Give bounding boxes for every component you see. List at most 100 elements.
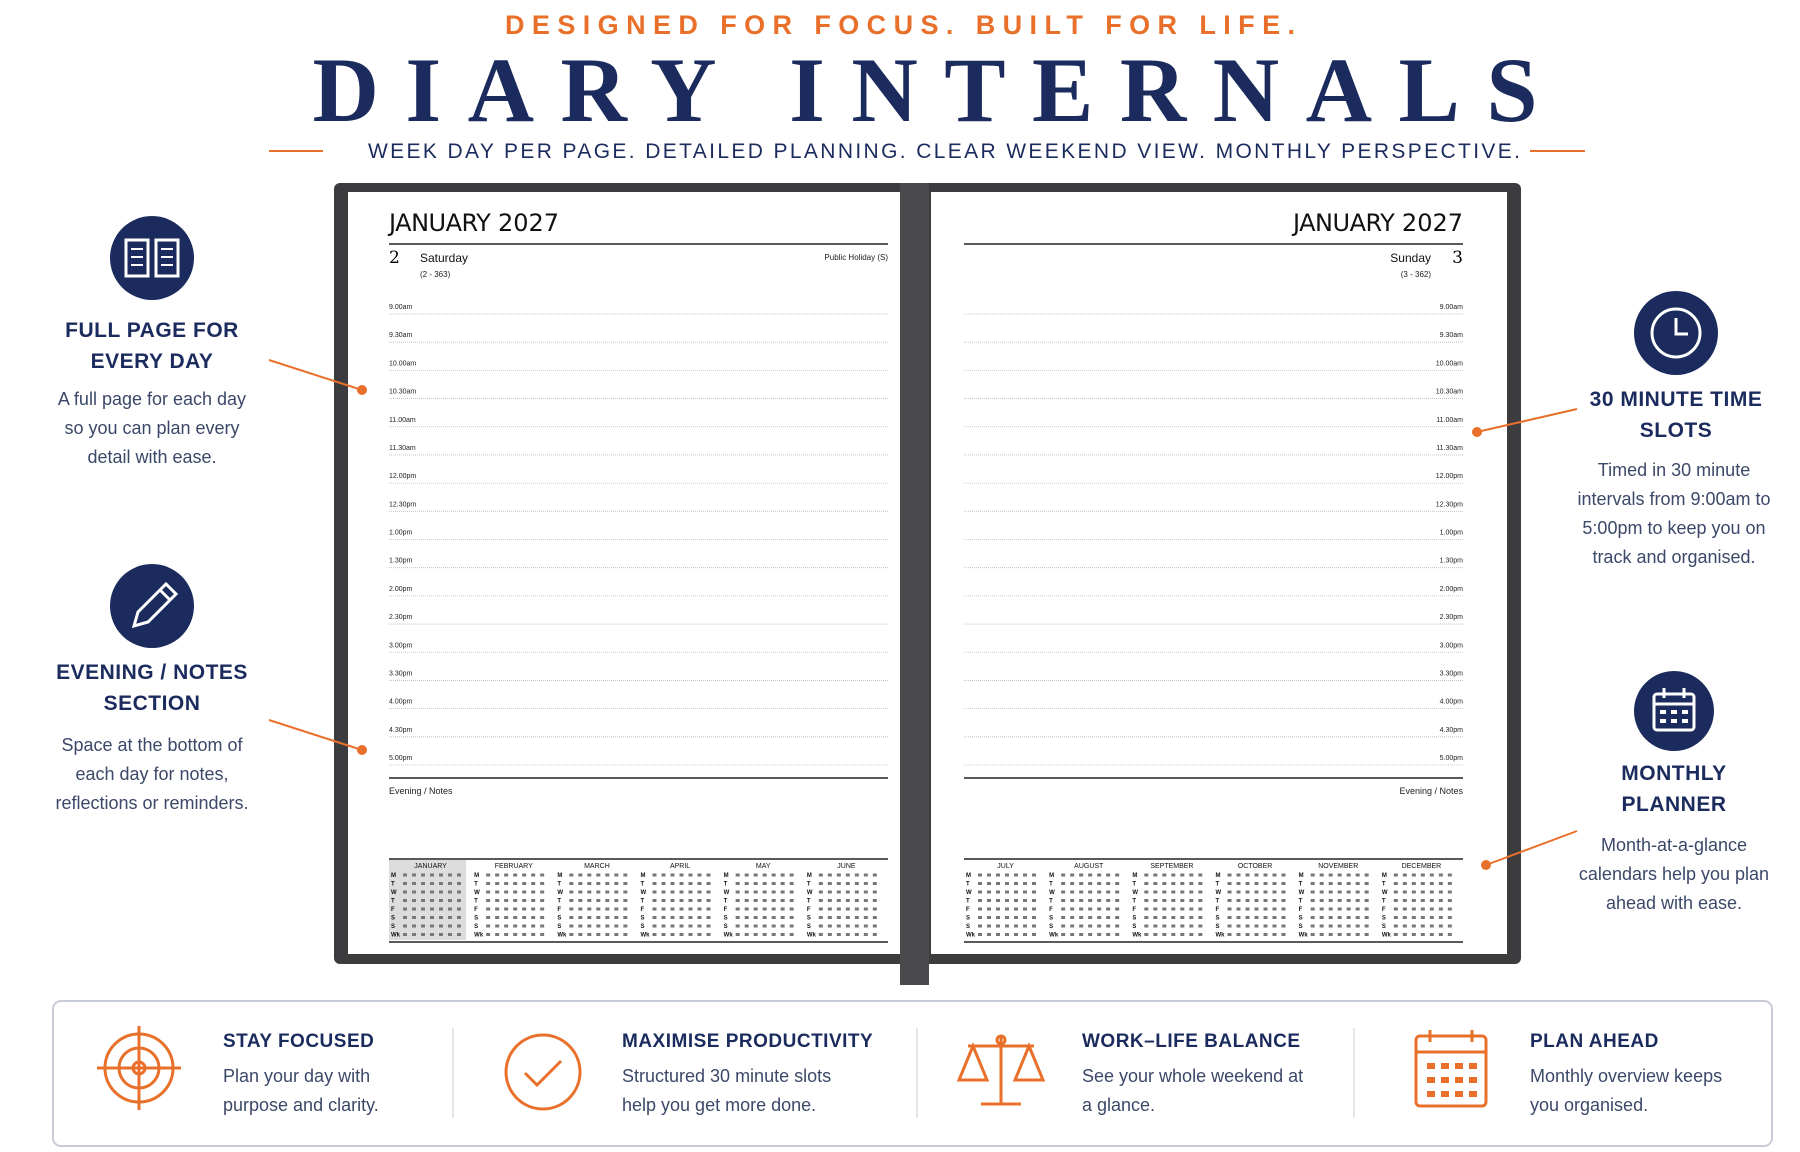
calendar-weekday: S [474,924,478,930]
month: JANUARY [389,209,491,237]
calendar-weekday: T [557,899,561,905]
calendar-month: NOVEMBER [1318,863,1358,870]
calendar-month: MARCH [584,863,610,870]
calendar-weekday: T [1049,882,1053,888]
icon-planner [1414,1030,1488,1108]
calendar-month: FEBRUARY [495,863,533,870]
benefit-text: Structured 30 minute slots help you get … [622,1066,832,1115]
calendar-weekday: Wk [1216,933,1226,939]
calendar-weekday: M [474,873,479,879]
time-label: 1.30pm [389,558,413,565]
calendar-month: JUNE [837,863,856,870]
calendar-weekday: M [557,873,562,879]
feature-text: A full page for each day so you can plan… [57,389,247,467]
icon-pencil-glyph [131,581,179,629]
calendar-weekday: T [474,899,478,905]
time-label: 12.00pm [1436,473,1463,480]
left-page [348,192,900,954]
calendar-weekday: Wk [1382,933,1392,939]
time-label: 1.00pm [389,530,413,537]
pointer-dot [357,745,367,755]
calendar-weekday: T [807,899,811,905]
calendar-month: SEPTEMBER [1150,863,1193,870]
calendar-weekday: S [391,916,395,922]
time-label: 1.30pm [1440,558,1464,565]
day-number: 2 [389,248,400,268]
calendar-weekday: T [1132,899,1136,905]
time-label: 4.00pm [389,699,413,706]
tagline: DESIGNED FOR FOCUS. BUILT FOR LIFE. [505,10,1295,40]
calendar-weekday: W [641,890,647,896]
calendar-weekday: T [724,899,728,905]
calendar-weekday: F [1299,907,1303,913]
calendar-weekday: S [641,916,645,922]
spine [900,183,929,985]
calendar-weekday: F [391,907,395,913]
calendar-weekday: F [474,907,478,913]
time-label: 4.30pm [389,727,413,734]
time-label: 10.00am [389,360,416,367]
calendar-weekday: T [391,899,395,905]
benefits-box [52,1000,1773,1147]
time-label: 9.30am [1440,332,1464,339]
calendar-weekday: M [966,873,971,879]
calendar-weekday: T [1216,882,1220,888]
calendar-weekday: T [641,882,645,888]
calendar-weekday: M [641,873,646,879]
calendar-weekday: T [474,882,478,888]
icon-target [97,1026,181,1110]
calendar-weekday: S [1216,916,1220,922]
time-label: 10.30am [1436,389,1463,396]
calendar-weekday: T [1216,899,1220,905]
time-label: 12.30pm [389,501,416,508]
calendar-weekday: T [557,882,561,888]
calendar-weekday: W [966,890,972,896]
calendar-weekday: S [1049,924,1053,930]
benefit-title: WORK–LIFE BALANCE [1082,1031,1301,1052]
calendar-weekday: S [557,916,561,922]
calendar-month: OCTOBER [1238,863,1273,870]
calendar-weekday: M [391,873,396,879]
feature-text: Space at the bottom of each day for note… [55,735,249,813]
time-label: 10.30am [389,389,416,396]
calendar-weekday: S [966,924,970,930]
calendar-weekday: T [1299,882,1303,888]
calendar-weekday: W [1382,890,1388,896]
feature-title: FULL PAGE FOR EVERY DAY [65,319,239,373]
calendar-weekday: F [1049,907,1053,913]
calendar-weekday: F [807,907,811,913]
pointer-dot [1472,427,1482,437]
calendar-highlight [389,860,467,940]
pointer [268,719,363,751]
calendar-weekday: F [557,907,561,913]
calendar-weekday: M [1216,873,1221,879]
icon-calendar-glyph [1652,688,1696,732]
day-name: Sunday [1390,251,1431,265]
time-label: 9.00am [1440,304,1464,311]
feature-title: EVENING / NOTES SECTION [56,661,248,715]
time-label: 9.00am [389,304,413,311]
time-label: 11.00am [389,417,416,424]
calendar-weekday: S [1299,924,1303,930]
calendar-weekday: S [1132,916,1136,922]
page-heading: JANUARY 2027 [389,209,559,237]
right-page [931,192,1507,954]
calendar-weekday: Wk [557,933,567,939]
benefit-text: Plan your day with purpose and clarity. [223,1066,379,1115]
feature-title: 30 MINUTE TIME SLOTS [1589,388,1763,442]
calendar-month: JANUARY [414,863,447,870]
calendar-weekday: W [474,890,480,896]
time-label: 4.30pm [1440,727,1464,734]
calendar-weekday: T [1049,899,1053,905]
calendar-weekday: F [966,907,970,913]
time-label: 3.30pm [1440,670,1464,677]
calendar-weekday: S [474,916,478,922]
time-label: 2.30pm [389,614,413,621]
time-label: 3.00pm [389,642,413,649]
pointer [268,359,363,391]
calendar-weekday: F [1132,907,1136,913]
time-label: 3.00pm [1440,642,1464,649]
day-name: Saturday [420,251,469,265]
calendar-weekday: M [1049,873,1054,879]
